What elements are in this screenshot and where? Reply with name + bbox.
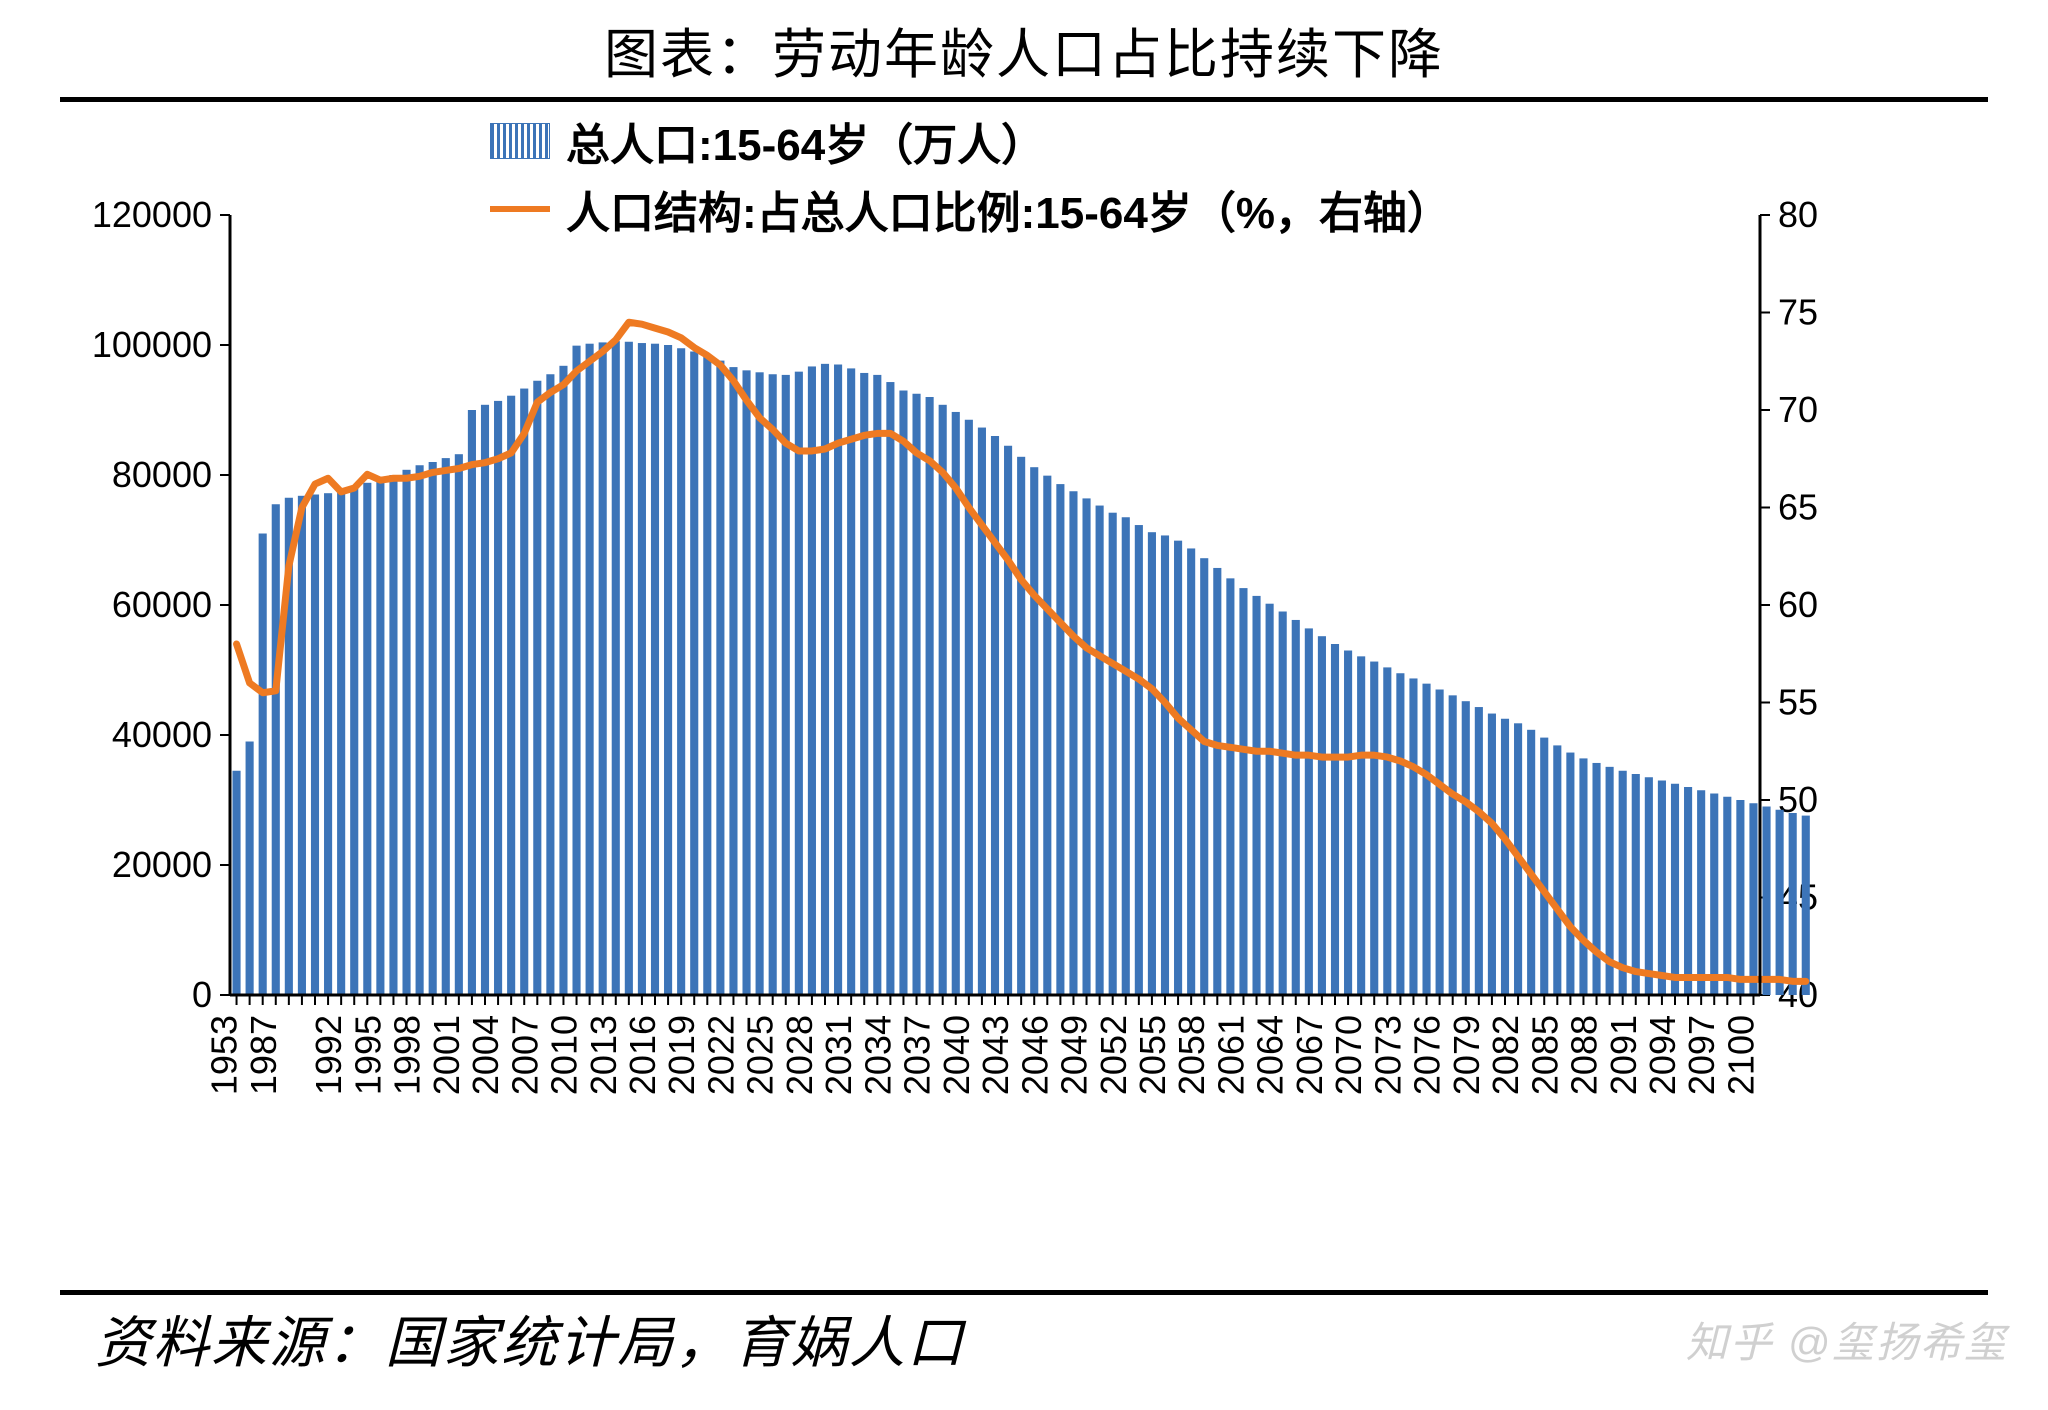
svg-text:20000: 20000 [112,844,212,885]
svg-text:2046: 2046 [1014,1015,1055,1095]
svg-text:2025: 2025 [740,1015,781,1095]
chart-title: 图表：劳动年龄人口占比持续下降 [0,0,2048,89]
svg-text:2040: 2040 [936,1015,977,1095]
svg-text:100000: 100000 [92,324,212,365]
legend-bar-label: 总人口:15-64岁（万人） [566,109,1045,173]
svg-text:2079: 2079 [1446,1015,1487,1095]
svg-text:2073: 2073 [1367,1015,1408,1095]
svg-text:80: 80 [1778,195,1818,235]
svg-text:2085: 2085 [1524,1015,1565,1095]
svg-text:1987: 1987 [243,1015,284,1095]
svg-text:60: 60 [1778,584,1818,625]
svg-text:2034: 2034 [857,1015,898,1095]
svg-text:60000: 60000 [112,584,212,625]
svg-text:50: 50 [1778,779,1818,820]
svg-text:2088: 2088 [1564,1015,1605,1095]
watermark-text: 知乎 @玺扬希玺 [1686,1309,2008,1370]
svg-text:2004: 2004 [465,1015,506,1095]
svg-text:2094: 2094 [1642,1015,1683,1095]
svg-text:1992: 1992 [308,1015,349,1095]
bar-swatch-icon [490,123,550,159]
svg-text:2007: 2007 [504,1015,545,1095]
svg-text:45: 45 [1778,877,1818,918]
svg-text:2043: 2043 [975,1015,1016,1095]
svg-text:1998: 1998 [387,1015,428,1095]
svg-text:75: 75 [1778,292,1818,333]
svg-text:0: 0 [192,974,212,1015]
svg-text:2028: 2028 [779,1015,820,1095]
svg-text:2037: 2037 [897,1015,938,1095]
svg-text:2001: 2001 [426,1015,467,1095]
title-divider [60,97,1988,102]
svg-text:2019: 2019 [661,1015,702,1095]
svg-text:2016: 2016 [622,1015,663,1095]
svg-text:2052: 2052 [1093,1015,1134,1095]
svg-text:2070: 2070 [1328,1015,1369,1095]
source-text: 资料来源：国家统计局，育娲人口 [95,1298,965,1379]
footer-divider [60,1290,1988,1295]
svg-text:40000: 40000 [112,714,212,755]
svg-text:2061: 2061 [1210,1015,1251,1095]
svg-text:2013: 2013 [583,1015,624,1095]
svg-text:80000: 80000 [112,454,212,495]
svg-text:2022: 2022 [700,1015,741,1095]
svg-text:1995: 1995 [347,1015,388,1095]
svg-text:2067: 2067 [1289,1015,1330,1095]
svg-text:2082: 2082 [1485,1015,1526,1095]
svg-text:2076: 2076 [1407,1015,1448,1095]
svg-text:2100: 2100 [1720,1015,1761,1095]
svg-text:2058: 2058 [1171,1015,1212,1095]
svg-text:2055: 2055 [1132,1015,1173,1095]
svg-text:120000: 120000 [92,195,212,235]
svg-text:2031: 2031 [818,1015,859,1095]
svg-text:2010: 2010 [544,1015,585,1095]
svg-text:2091: 2091 [1603,1015,1644,1095]
chart-area: 0200004000060000800001000001200004045505… [80,195,1880,1150]
chart-svg: 0200004000060000800001000001200004045505… [80,195,1880,1145]
svg-text:55: 55 [1778,682,1818,723]
svg-text:2097: 2097 [1681,1015,1722,1095]
svg-text:65: 65 [1778,487,1818,528]
svg-text:1953: 1953 [204,1015,245,1095]
svg-text:70: 70 [1778,389,1818,430]
svg-text:2049: 2049 [1054,1015,1095,1095]
svg-text:2064: 2064 [1250,1015,1291,1095]
